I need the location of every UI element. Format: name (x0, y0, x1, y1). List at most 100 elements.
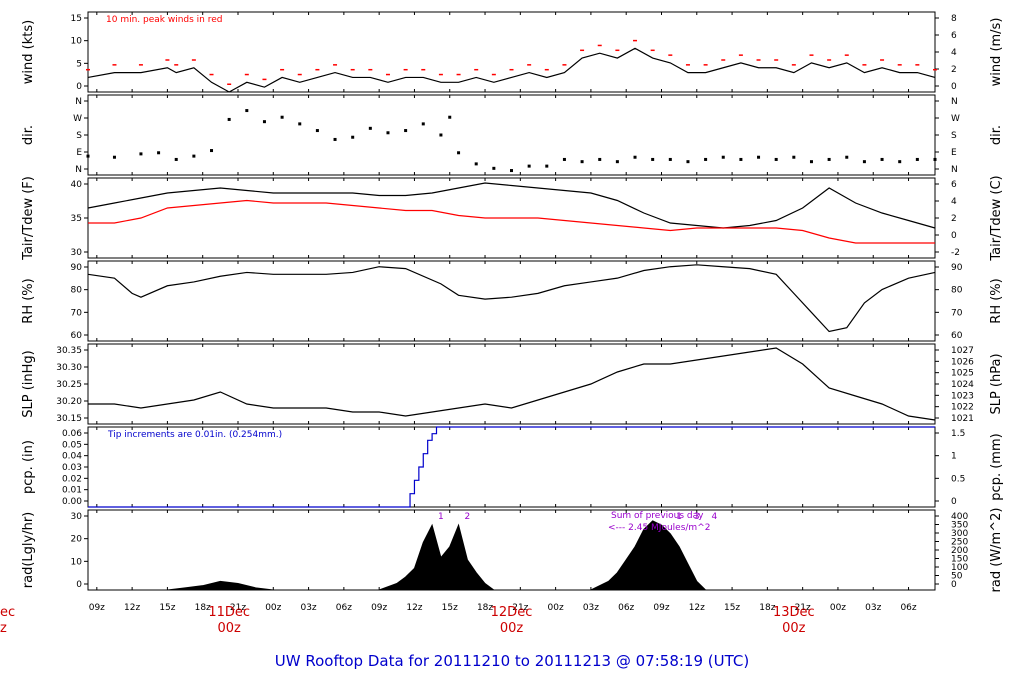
day-label-date: 11Dec (208, 605, 250, 620)
day-label-date: 12Dec (491, 605, 533, 620)
x-tick-label: 21z (230, 603, 246, 613)
data-point (633, 155, 637, 159)
y-tick-label-left: 0.00 (62, 497, 82, 507)
y-axis-label-left: rad(Lgly/hr) (21, 512, 36, 588)
peak-label: 3 (694, 512, 700, 522)
peak-label: 1 (438, 512, 444, 522)
y-axis-label-right: RH (%) (989, 278, 1004, 323)
panel-pcp: 0.000.01 0.020.030.04 0.050.06 0 0.5 1 1.5 pcp.… (21, 426, 1004, 508)
panel-frame (87, 94, 936, 176)
data-point (615, 160, 619, 164)
y-tick-label-left: 30.15 (56, 414, 82, 424)
y-tick-label-left: 15 (71, 14, 82, 24)
data-point (862, 160, 866, 164)
data-point (686, 160, 690, 164)
data-point (112, 155, 116, 159)
y-tick-label-left: E (76, 148, 82, 158)
y-tick-label-left: N (75, 165, 82, 175)
series-area (167, 520, 707, 591)
x-tick-label: 12z (406, 603, 422, 613)
y-tick-label-right: 4 (951, 48, 957, 58)
x-tick-label: 21z (512, 603, 528, 613)
y-tick-label-left: 90 (71, 263, 83, 273)
day-label-cut-hour: z (0, 621, 7, 636)
x-tick-label: 18z (195, 603, 211, 613)
y-tick-label-left: 0 (76, 580, 82, 590)
y-tick-label-right: 2 (951, 65, 957, 75)
y-tick-label-right: 1021 (951, 414, 974, 424)
y-tick-label-left: 60 (71, 331, 83, 341)
panel-annotation: 10 min. peak winds in red (106, 15, 223, 25)
data-point (404, 129, 408, 133)
rad-annotation-line1: Sum of previous day (611, 511, 704, 521)
y-tick-label-left: 0.02 (62, 474, 82, 484)
data-point (739, 157, 743, 161)
y-tick-label-left: 30.20 (56, 397, 82, 407)
y-tick-label-left: 0.03 (62, 463, 82, 473)
y-tick-label-right: 0 (951, 580, 957, 590)
y-tick-label-right: 6 (951, 180, 957, 190)
data-point (562, 157, 566, 161)
y-axis-label-right: rad (W/m^2) (989, 508, 1004, 593)
y-axis-label-left: pcp. (in) (21, 440, 36, 494)
data-point (792, 155, 796, 159)
data-point (809, 160, 813, 164)
y-tick-label-left: 0 (76, 82, 82, 92)
data-point (510, 169, 513, 173)
y-tick-label-right: 4 (951, 197, 957, 207)
data-point (139, 152, 143, 156)
data-point (915, 157, 919, 161)
y-tick-label-right: 300 (951, 529, 968, 539)
y-axis-label-right: wind (m/s) (989, 18, 1004, 87)
x-tick-label: 09z (89, 603, 105, 613)
data-point (280, 115, 284, 119)
y-tick-label-right: 400 (951, 512, 968, 522)
x-tick-label: 06z (900, 603, 916, 613)
y-tick-label-left: 30 (71, 248, 83, 258)
data-point (898, 160, 902, 164)
data-point (545, 164, 549, 168)
day-label-hour: 00z (500, 621, 524, 636)
y-axis-label-right: pcp. (mm) (989, 433, 1004, 500)
data-point (157, 151, 161, 155)
y-axis-label-right: dir. (989, 125, 1004, 145)
data-point (421, 122, 425, 126)
rad-annotation-line2: <--- 2.45 MJoules/m^2 (608, 523, 710, 533)
y-tick-label-right: 200 (951, 546, 968, 556)
data-point (192, 154, 196, 158)
y-tick-label-right: 150 (951, 555, 968, 565)
data-point (333, 137, 337, 141)
y-axis-label-left: SLP (inHg) (21, 350, 36, 418)
y-tick-label-left: 20 (71, 535, 83, 545)
x-tick-label: 21z (795, 603, 811, 613)
y-tick-label-left: 0.01 (62, 486, 82, 496)
data-point (757, 155, 761, 159)
series-line-pcp (88, 426, 935, 508)
data-point (262, 120, 266, 124)
panel-annotation: Tip increments are 0.01in. (0.254mm.) (107, 430, 282, 440)
y-tick-label-right: 100 (951, 563, 968, 573)
y-axis-label-left: dir. (21, 125, 36, 145)
y-axis-label-right: SLP (hPa) (989, 353, 1004, 414)
y-tick-label-right: 8 (951, 14, 957, 24)
y-tick-label-left: S (76, 131, 82, 141)
panel-frame (87, 509, 936, 591)
y-tick-label-left: 0.04 (62, 452, 82, 462)
y-axis-label-right: Tair/Tdew (C) (989, 175, 1004, 261)
y-tick-label-right: 90 (951, 263, 963, 273)
y-tick-label-right: 1024 (951, 380, 974, 390)
y-tick-label-right: 0 (951, 497, 957, 507)
y-tick-label-right: 1 (951, 452, 957, 462)
x-tick-label: 03z (865, 603, 881, 613)
series-line-Tair (87, 182, 936, 229)
data-point (298, 122, 302, 126)
y-tick-label-left: 40 (71, 180, 83, 190)
data-point (351, 135, 355, 139)
y-tick-label-left: 30 (71, 512, 83, 522)
data-point (598, 157, 602, 161)
data-point (704, 157, 708, 161)
data-point (651, 157, 655, 161)
data-point (439, 133, 443, 137)
x-tick-label: 03z (583, 603, 599, 613)
